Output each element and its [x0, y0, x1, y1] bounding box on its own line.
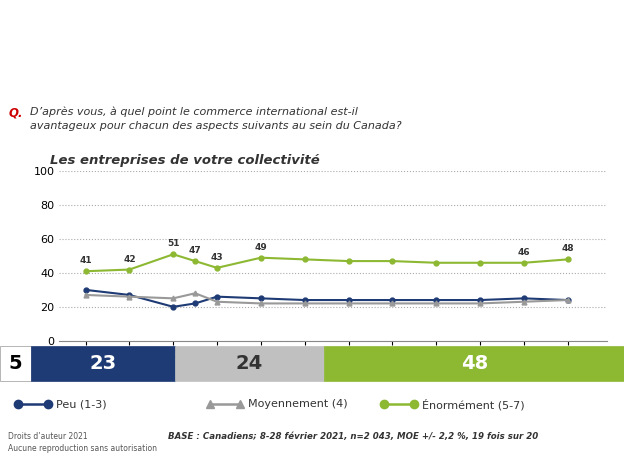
Text: BASE : Canadiens; 8-28 février 2021, n=2 043, MOE +/- 2,2 %, 19 fois sur 20: BASE : Canadiens; 8-28 février 2021, n=2…	[168, 432, 539, 441]
Text: 49: 49	[255, 243, 267, 252]
Text: 48: 48	[461, 354, 488, 373]
Text: 42: 42	[123, 255, 136, 263]
Text: Peu (1-3): Peu (1-3)	[56, 399, 107, 410]
Text: 48: 48	[562, 244, 574, 254]
Text: 41: 41	[79, 256, 92, 265]
Bar	[31, 346, 175, 381]
Text: Les entreprises locales: Les entreprises locales	[9, 56, 306, 79]
Text: Moyennement (4): Moyennement (4)	[248, 399, 348, 410]
Text: 5: 5	[9, 354, 22, 373]
Text: 46: 46	[517, 248, 530, 257]
Bar	[175, 346, 324, 381]
Text: D’après vous, à quel point le commerce international est-il
avantageux pour chac: D’après vous, à quel point le commerce i…	[30, 106, 402, 132]
Text: Les entreprises de votre collectivité: Les entreprises de votre collectivité	[50, 154, 319, 167]
Text: Droits d’auteur 2021
Aucune reproduction sans autorisation: Droits d’auteur 2021 Aucune reproduction…	[8, 432, 157, 453]
Text: Énormément (5-7): Énormément (5-7)	[422, 399, 524, 410]
Text: 43: 43	[211, 253, 223, 262]
Text: Répercussions du commerce international :: Répercussions du commerce international …	[9, 15, 310, 29]
Bar	[324, 346, 624, 381]
Bar	[0, 346, 31, 381]
Text: 24: 24	[236, 354, 263, 373]
Text: 51: 51	[167, 239, 180, 249]
Text: 47: 47	[189, 246, 202, 255]
Text: 23: 23	[89, 354, 117, 373]
Text: Q.: Q.	[8, 106, 22, 119]
